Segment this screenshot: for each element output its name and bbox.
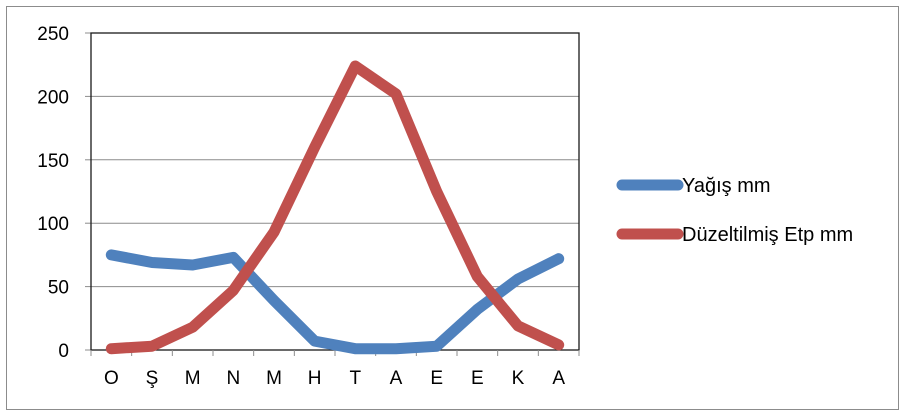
x-tick-label: M	[266, 368, 282, 389]
x-tick-label: H	[308, 368, 322, 389]
x-tick-label: O	[104, 368, 119, 389]
x-tick-label: A	[390, 368, 403, 389]
x-tick-label: K	[512, 368, 525, 389]
x-tick-label: M	[185, 368, 201, 389]
y-tick-label: 150	[37, 151, 69, 172]
y-tick-label: 100	[37, 214, 69, 235]
y-tick-label: 50	[48, 278, 69, 299]
x-tick-label: T	[350, 368, 362, 389]
x-tick-label: Ş	[146, 368, 159, 389]
legend-label: Düzeltilmiş Etp mm	[682, 224, 853, 246]
legend-label: Yağış mm	[682, 175, 771, 197]
y-tick-label: 250	[37, 24, 69, 45]
x-tick-label: N	[226, 368, 240, 389]
gridlines	[91, 32, 579, 288]
x-tick-label: E	[430, 368, 443, 389]
y-tick-label: 200	[37, 87, 69, 108]
series-lines	[105, 60, 565, 355]
y-tick-label: 0	[58, 341, 69, 362]
x-tick-label: A	[552, 368, 565, 389]
axes: 0 50 100 150 200 250 O Ş M N M H T A E E K A	[37, 24, 580, 389]
series-line-1	[105, 249, 565, 355]
series-line-2	[105, 60, 565, 355]
legend: Yağış mm Düzeltilmiş Etp mm	[616, 175, 853, 246]
x-tick-label: E	[471, 368, 484, 389]
